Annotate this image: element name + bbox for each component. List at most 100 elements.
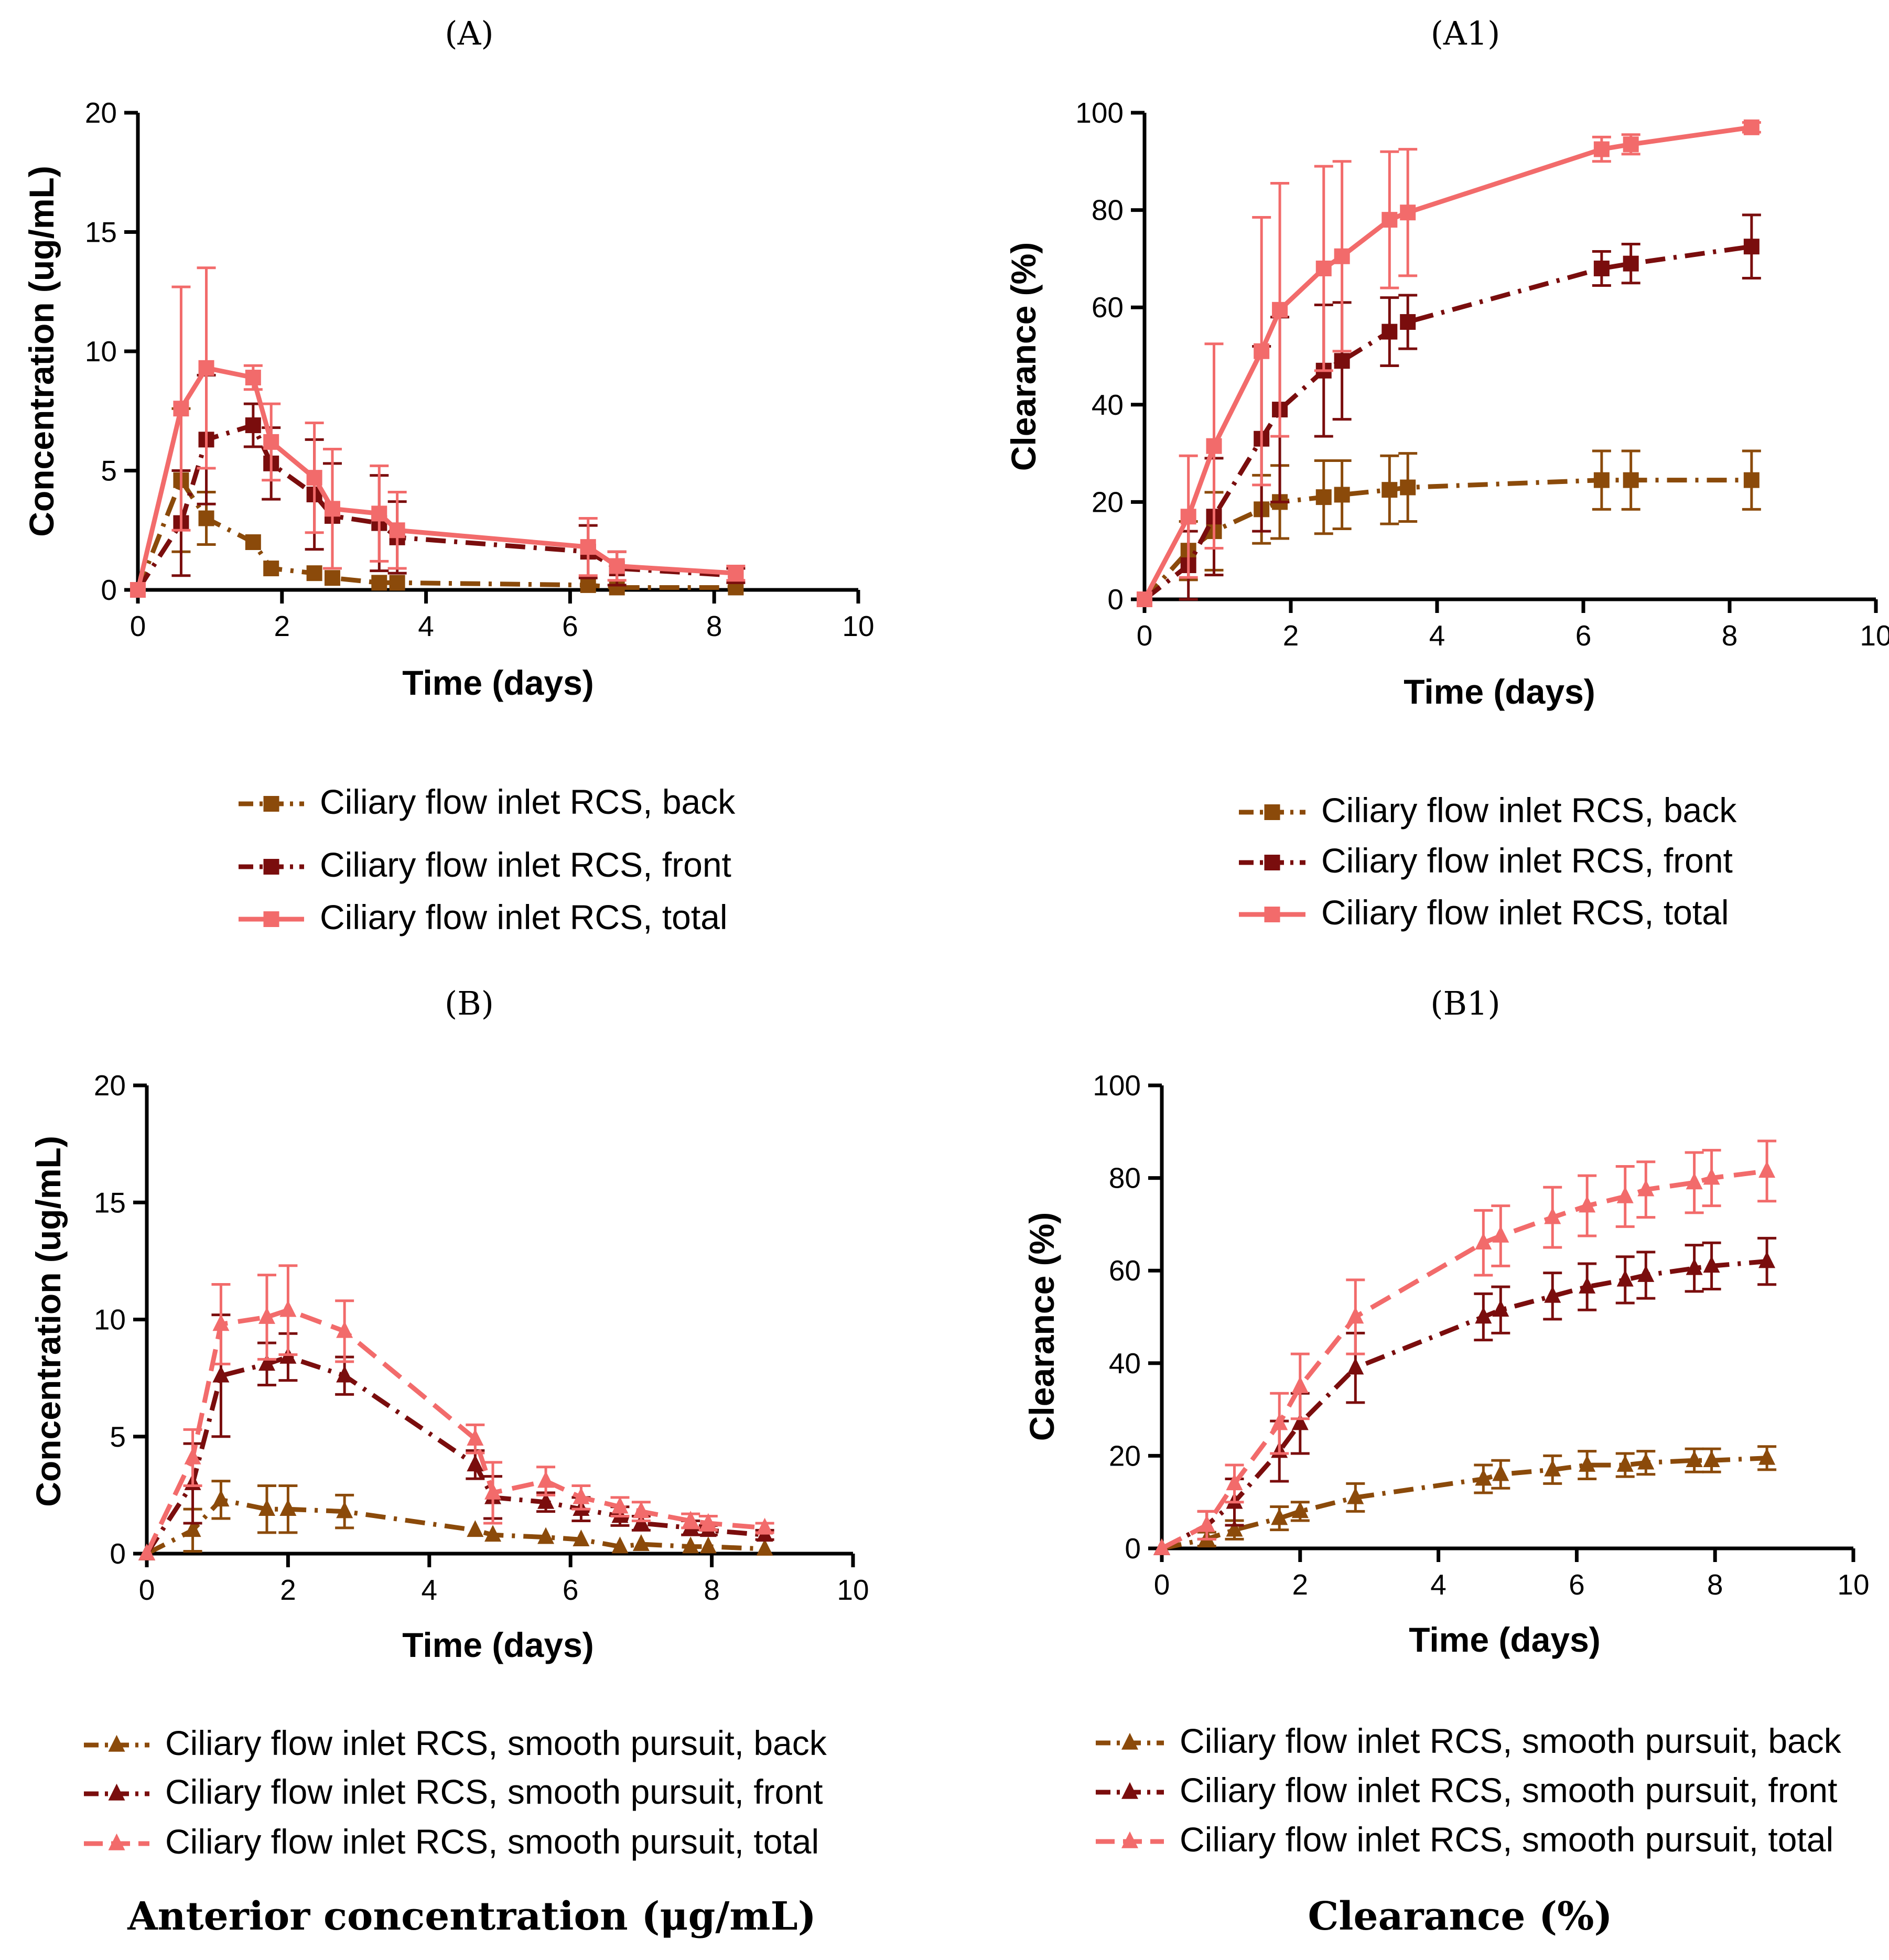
data-point-b1-total-8 (1544, 1207, 1561, 1224)
data-point-a1-total-6 (1334, 248, 1350, 264)
data-point-b1-back-5 (1347, 1487, 1364, 1504)
x-tick-label-a-8: 8 (706, 610, 722, 642)
data-point-a-total-4 (263, 434, 279, 450)
plot-area-b: 0 2 4 6 8 10 0 5 10 15 20 (94, 1069, 869, 1606)
data-point-b1-back-13 (1703, 1450, 1720, 1468)
data-point-a-total-5 (306, 470, 322, 486)
y-axis-label-a1: Clearance (%) (1004, 242, 1043, 471)
caption-left: Anterior concentration (μg/mL) (127, 1894, 816, 1939)
data-point-b1-total-11 (1637, 1179, 1655, 1197)
data-point-a-total-2 (198, 360, 214, 376)
data-point-a-back-5 (306, 565, 322, 581)
y-axis-label-b1: Clearance (%) (1022, 1212, 1061, 1441)
x-tick-label-b-4: 4 (422, 1574, 438, 1606)
data-point-b-total-0 (138, 1543, 155, 1560)
legend-marker-b1-back (1121, 1732, 1138, 1750)
data-point-a1-total-1 (1180, 509, 1196, 525)
series-line-b1-front (1160, 1259, 1767, 1550)
data-point-b-total-14 (756, 1517, 773, 1535)
data-point-b-total-6 (467, 1429, 484, 1446)
data-point-b1-total-4 (1291, 1376, 1309, 1393)
y-tick-label-a1-80: 80 (1092, 194, 1124, 227)
data-point-b-front-6 (467, 1455, 484, 1472)
legend-a: Ciliary flow inlet RCS, back Ciliary flo… (239, 782, 736, 936)
panel-title-b1: (B1) (1430, 984, 1500, 1022)
y-tick-label-a1-20: 20 (1092, 486, 1124, 518)
data-point-a1-total-4 (1272, 301, 1288, 318)
legend-swatch-b-front (84, 1783, 149, 1801)
data-point-b1-back-11 (1637, 1452, 1655, 1470)
data-point-a-total-1 (173, 401, 189, 417)
legend-marker-b-total (108, 1833, 125, 1850)
data-point-a1-back-11 (1743, 472, 1760, 488)
legend-item-a-total: Ciliary flow inlet RCS, total (239, 898, 728, 936)
data-point-b-back-7 (484, 1525, 502, 1542)
x-tick-label-a1-2: 2 (1283, 619, 1299, 652)
x-tick-label-a1-10: 10 (1860, 619, 1889, 652)
data-point-b1-total-2 (1226, 1473, 1243, 1491)
data-point-a-back-2 (198, 510, 214, 526)
x-tick-label-a1-8: 8 (1722, 619, 1738, 652)
legend-marker-b1-front (1121, 1782, 1138, 1799)
data-point-b-total-8 (537, 1471, 555, 1488)
legend-swatch-a-front (239, 859, 304, 875)
y-tick-label-a-15: 15 (85, 216, 117, 249)
x-tick-label-a-6: 6 (562, 610, 578, 642)
y-tick-label-b-0: 0 (110, 1537, 126, 1570)
data-point-a-total-3 (245, 370, 261, 386)
chart-panel-b: (B) 0 2 4 6 8 10 0 5 10 15 20 Time (days) Concentr… (29, 984, 869, 1861)
data-point-a1-back-9 (1593, 472, 1610, 488)
data-point-a1-total-9 (1593, 141, 1610, 157)
data-point-a1-total-8 (1400, 204, 1416, 221)
legend-a1: Ciliary flow inlet RCS, back Ciliary flo… (1239, 791, 1737, 932)
data-point-b1-front-13 (1703, 1256, 1720, 1273)
data-point-a1-total-10 (1623, 136, 1639, 153)
data-point-b1-back-4 (1291, 1501, 1309, 1519)
data-point-a-back-3 (245, 534, 261, 550)
data-point-a-back-9 (580, 577, 596, 593)
legend-item-b-back: Ciliary flow inlet RCS, smooth pursuit, … (84, 1724, 827, 1762)
legend-marker-b-front (108, 1783, 125, 1801)
data-point-b1-total-1 (1198, 1515, 1215, 1532)
legend-label-a1-back: Ciliary flow inlet RCS, back (1321, 791, 1737, 830)
data-point-a1-total-7 (1381, 212, 1398, 228)
x-tick-label-a-2: 2 (274, 610, 290, 642)
y-axis-label-b: Concentration (ug/mL) (29, 1136, 68, 1507)
legend-label-b1-total: Ciliary flow inlet RCS, smooth pursuit, … (1180, 1820, 1833, 1859)
y-tick-label-a1-40: 40 (1092, 389, 1124, 421)
data-point-b-back-9 (573, 1530, 590, 1547)
legend-swatch-a1-back (1239, 804, 1305, 820)
data-point-b1-front-4 (1291, 1413, 1309, 1430)
data-point-b-back-6 (467, 1520, 484, 1537)
data-point-b1-total-7 (1492, 1225, 1509, 1243)
y-tick-label-a-0: 0 (101, 574, 117, 606)
legend-marker-a1-front (1264, 855, 1280, 870)
data-point-b1-front-14 (1758, 1251, 1776, 1268)
data-point-a-total-7 (371, 505, 387, 522)
y-tick-label-b1-40: 40 (1109, 1347, 1141, 1380)
legend-swatch-a1-total (1239, 907, 1305, 922)
data-point-b1-total-12 (1686, 1172, 1703, 1190)
legend-marker-a1-back (1264, 804, 1280, 820)
legend-label-b-total: Ciliary flow inlet RCS, smooth pursuit, … (165, 1822, 819, 1861)
data-point-b-total-2 (212, 1314, 230, 1331)
legend-marker-b1-total (1121, 1831, 1138, 1848)
x-tick-label-b1-4: 4 (1430, 1568, 1447, 1601)
data-point-b1-front-7 (1492, 1300, 1509, 1317)
data-point-b-front-2 (212, 1365, 230, 1383)
x-tick-label-a-10: 10 (842, 610, 874, 642)
legend-swatch-b1-total (1096, 1831, 1164, 1848)
data-point-b1-back-3 (1271, 1508, 1288, 1525)
data-point-b-back-4 (279, 1499, 297, 1516)
data-point-b1-front-9 (1579, 1276, 1596, 1294)
x-axis-label-a1: Time (days) (1404, 672, 1595, 711)
legend-swatch-b-total (84, 1833, 149, 1850)
data-point-b-total-10 (611, 1496, 629, 1514)
x-tick-label-b-0: 0 (139, 1574, 155, 1606)
legend-marker-a-front (263, 859, 279, 875)
legend-marker-a-total (263, 911, 279, 927)
data-point-b1-back-2 (1226, 1520, 1243, 1537)
